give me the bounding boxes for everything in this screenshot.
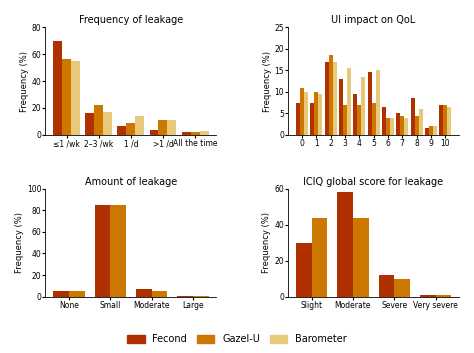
Bar	[318, 94, 322, 135]
Bar	[447, 107, 451, 135]
Title: UI impact on QoL: UI impact on QoL	[331, 15, 416, 25]
Bar	[420, 295, 436, 297]
Bar	[69, 291, 85, 297]
Bar	[136, 116, 145, 135]
Bar	[396, 113, 400, 135]
Bar	[200, 131, 209, 135]
Bar	[182, 132, 191, 135]
Bar	[353, 217, 369, 297]
Y-axis label: Frequency (%): Frequency (%)	[263, 50, 272, 112]
Bar	[193, 295, 209, 297]
Bar	[53, 291, 69, 297]
Bar	[404, 118, 408, 135]
Bar	[353, 94, 357, 135]
Bar	[328, 55, 333, 135]
Bar	[379, 275, 394, 297]
Bar	[118, 126, 127, 135]
Bar	[325, 62, 328, 135]
Bar	[433, 126, 437, 135]
Title: Amount of leakage: Amount of leakage	[85, 176, 177, 187]
Bar	[310, 103, 314, 135]
Bar	[110, 205, 126, 297]
Bar	[361, 77, 365, 135]
Y-axis label: Frequency (%): Frequency (%)	[263, 212, 272, 273]
Bar	[85, 113, 94, 135]
Bar	[347, 68, 351, 135]
Bar	[410, 98, 415, 135]
Bar	[339, 79, 343, 135]
Title: ICIQ global score for leakage: ICIQ global score for leakage	[303, 176, 444, 187]
Bar	[343, 105, 347, 135]
Bar	[390, 118, 394, 135]
Bar	[53, 41, 62, 135]
Bar	[296, 103, 300, 135]
Bar	[152, 291, 167, 297]
Bar	[372, 103, 375, 135]
Bar	[314, 92, 318, 135]
Bar	[103, 112, 112, 135]
Bar	[296, 243, 311, 297]
Legend: Fecond, Gazel-U, Barometer: Fecond, Gazel-U, Barometer	[123, 330, 351, 348]
Bar	[436, 295, 451, 297]
Bar	[425, 128, 429, 135]
Bar	[149, 130, 158, 135]
Bar	[375, 70, 380, 135]
Bar	[304, 92, 308, 135]
Bar	[127, 123, 136, 135]
Bar	[382, 107, 386, 135]
Bar	[300, 88, 304, 135]
Bar	[400, 115, 404, 135]
Bar	[158, 120, 167, 135]
Bar	[439, 105, 443, 135]
Bar	[333, 62, 337, 135]
Bar	[443, 105, 447, 135]
Bar	[167, 120, 176, 135]
Bar	[177, 295, 193, 297]
Bar	[94, 105, 103, 135]
Bar	[386, 118, 390, 135]
Bar	[311, 217, 327, 297]
Y-axis label: Frequency (%): Frequency (%)	[20, 50, 29, 112]
Bar	[136, 289, 152, 297]
Bar	[357, 105, 361, 135]
Bar	[415, 115, 419, 135]
Bar	[62, 60, 71, 135]
Bar	[191, 132, 200, 135]
Title: Frequency of leakage: Frequency of leakage	[79, 15, 183, 25]
Bar	[337, 192, 353, 297]
Bar	[367, 72, 372, 135]
Bar	[71, 61, 80, 135]
Y-axis label: Frequency (%): Frequency (%)	[15, 212, 24, 273]
Bar	[419, 109, 422, 135]
Bar	[94, 205, 110, 297]
Bar	[394, 279, 410, 297]
Bar	[429, 126, 433, 135]
